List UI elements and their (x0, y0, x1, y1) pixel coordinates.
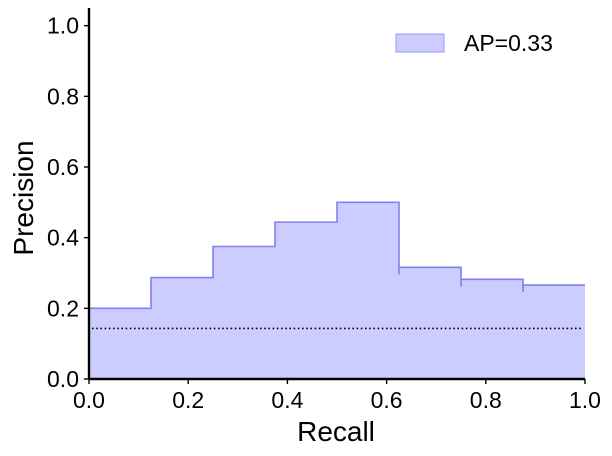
x-tick-label: 0.6 (371, 387, 403, 413)
y-tick-label: 0.4 (47, 225, 79, 251)
y-tick-label: 0.8 (47, 83, 79, 109)
y-tick-label: 0.6 (47, 154, 79, 180)
series-area (89, 202, 585, 379)
y-tick-label: 0.2 (47, 295, 79, 321)
y-tick-label: 0.0 (47, 366, 79, 392)
ticks: 0.0 0.2 0.4 0.6 0.8 1.0 0.0 0.2 0.4 0.6 0.8 1.0 (47, 13, 601, 413)
legend: AP=0.33 (395, 30, 553, 56)
y-axis-label: Precision (8, 140, 39, 255)
plot-area (89, 201, 585, 379)
x-tick-label: 0.0 (73, 387, 105, 413)
legend-label: AP=0.33 (464, 30, 553, 56)
x-tick-label: 0.8 (470, 387, 502, 413)
axes (87, 8, 585, 381)
legend-swatch (395, 33, 445, 53)
x-tick-label: 0.4 (271, 387, 303, 413)
x-axis-label: Recall (297, 416, 375, 447)
y-tick-label: 1.0 (47, 13, 79, 39)
x-tick-label: 0.2 (172, 387, 204, 413)
series-step-line (89, 201, 585, 310)
x-tick-label: 1.0 (569, 387, 601, 413)
